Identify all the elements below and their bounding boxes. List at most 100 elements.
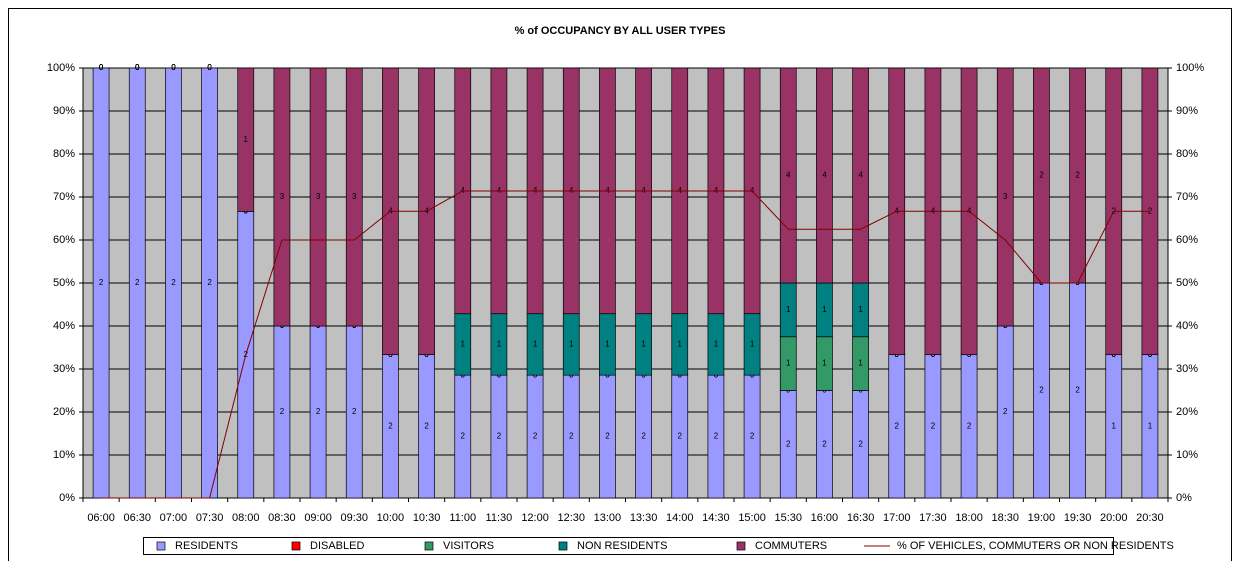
data-label: 1: [750, 340, 755, 349]
data-label: 0: [171, 63, 176, 72]
data-label: 0: [171, 63, 176, 72]
x-tick-label: 06:00: [87, 512, 115, 524]
y-tick-label: 70%: [53, 191, 75, 203]
x-tick-label: 17:00: [883, 512, 911, 524]
x-tick-label: 19:00: [1028, 512, 1056, 524]
data-label: 0: [135, 63, 140, 72]
x-tick-label: 09:30: [340, 512, 368, 524]
data-label: 0: [135, 63, 140, 72]
data-label: 2: [605, 432, 610, 441]
data-label: 4: [858, 171, 863, 180]
data-label: 2: [497, 432, 502, 441]
data-label: 2: [641, 432, 646, 441]
data-label: 3: [352, 192, 357, 201]
legend-swatch: [156, 541, 166, 551]
data-label: 0: [207, 63, 212, 72]
data-label: 2: [858, 439, 863, 448]
bar-segment: [345, 67, 363, 327]
legend-label: NON RESIDENTS: [577, 540, 667, 552]
data-label: 2: [750, 432, 755, 441]
data-label: 2: [1039, 386, 1044, 395]
data-label: 4: [786, 171, 791, 180]
x-tick-label: 09:00: [304, 512, 332, 524]
data-label: 0: [207, 63, 212, 72]
legend-swatch: [424, 541, 434, 551]
data-label: 1: [497, 340, 502, 349]
data-label: 0: [171, 63, 176, 72]
data-label: 2: [99, 278, 104, 287]
data-label: 1: [244, 135, 249, 144]
data-label: 4: [569, 186, 574, 195]
data-label: 1: [461, 340, 466, 349]
x-tick-label: 12:00: [521, 512, 549, 524]
y2-tick-label: 20%: [1176, 406, 1198, 418]
data-label: 1: [533, 340, 538, 349]
data-label: 2: [461, 432, 466, 441]
x-tick-label: 18:00: [955, 512, 983, 524]
y2-tick-label: 90%: [1176, 105, 1198, 117]
y-tick-label: 30%: [53, 363, 75, 375]
y-tick-label: 100%: [47, 62, 75, 74]
y-tick-label: 50%: [53, 277, 75, 289]
bar-segment: [273, 67, 291, 327]
data-label: 2: [135, 278, 140, 287]
data-label: 2: [895, 421, 900, 430]
legend-label: DISABLED: [310, 540, 364, 552]
data-label: 2: [388, 421, 393, 430]
data-label: 2: [533, 432, 538, 441]
x-tick-label: 20:00: [1100, 512, 1128, 524]
y-tick-label: 40%: [53, 320, 75, 332]
y2-tick-label: 50%: [1176, 277, 1198, 289]
data-label: 0: [207, 63, 212, 72]
data-label: 0: [99, 63, 104, 72]
legend-box: [143, 537, 1114, 555]
y-tick-label: 80%: [53, 148, 75, 160]
x-tick-label: 18:30: [991, 512, 1019, 524]
x-tick-label: 10:00: [377, 512, 405, 524]
x-tick-label: 16:00: [811, 512, 839, 524]
y2-tick-label: 30%: [1176, 363, 1198, 375]
x-tick-label: 07:30: [196, 512, 224, 524]
x-tick-label: 11:00: [449, 512, 476, 524]
x-tick-label: 15:00: [738, 512, 766, 524]
data-label: 4: [641, 186, 646, 195]
data-label: 2: [280, 407, 285, 416]
x-tick-label: 08:00: [232, 512, 260, 524]
line-series: [101, 190, 1150, 499]
x-tick-label: 14:30: [702, 512, 730, 524]
y2-tick-label: 80%: [1176, 148, 1198, 160]
data-label: 2: [1075, 386, 1080, 395]
data-label: 2: [569, 432, 574, 441]
data-label: 2: [1075, 171, 1080, 180]
y2-tick-label: 60%: [1176, 234, 1198, 246]
x-tick-label: 13:30: [630, 512, 658, 524]
data-label: 3: [316, 192, 321, 201]
x-tick-label: 07:00: [160, 512, 188, 524]
legend-swatch: [291, 541, 301, 551]
data-label: 0: [135, 63, 140, 72]
bar-segment: [309, 67, 327, 327]
data-label: 1: [605, 340, 610, 349]
data-label: 2: [316, 407, 321, 416]
data-label: 4: [714, 186, 719, 195]
y-tick-label: 10%: [53, 449, 75, 461]
data-label: 2: [1148, 206, 1153, 215]
data-label: 1: [1148, 421, 1153, 430]
data-label: 4: [678, 186, 683, 195]
data-label: 2: [207, 278, 212, 287]
y2-tick-label: 40%: [1176, 320, 1198, 332]
data-label: 3: [280, 192, 285, 201]
data-label: 1: [786, 359, 791, 368]
data-label: 2: [1003, 407, 1008, 416]
data-label: 2: [714, 432, 719, 441]
x-tick-label: 12:30: [557, 512, 585, 524]
x-tick-label: 10:30: [413, 512, 441, 524]
data-label: 4: [750, 186, 755, 195]
data-label: 2: [424, 421, 429, 430]
data-label: 1: [858, 359, 863, 368]
legend-label: COMMUTERS: [755, 540, 827, 552]
data-label: 4: [605, 186, 610, 195]
data-label: 1: [786, 305, 791, 314]
data-label: 1: [822, 305, 827, 314]
